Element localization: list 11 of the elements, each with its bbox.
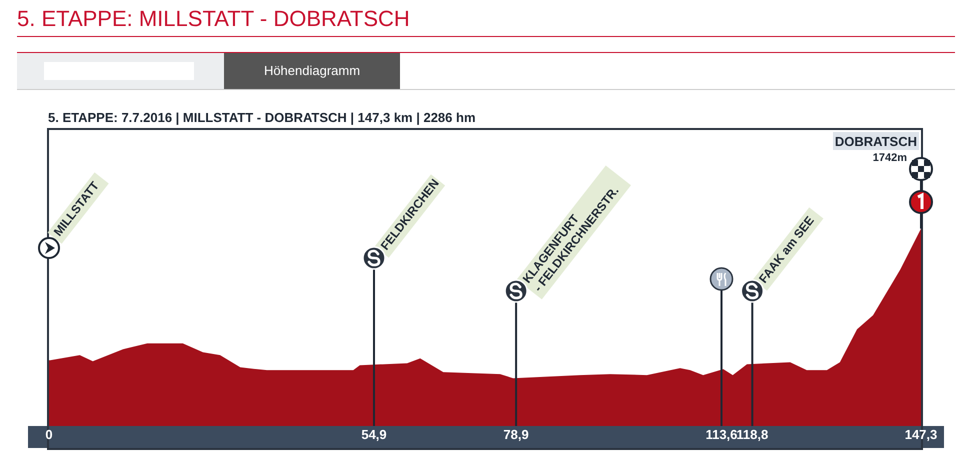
chart-subtitle: 5. ETAPPE: 7.7.2016 | MILLSTATT - DOBRATSCH | 147,3 km | 2286 hm — [48, 110, 476, 125]
text: 1742m — [872, 152, 908, 164]
x-tick-label: 0 — [45, 427, 53, 442]
text: DOBRATSCH — [834, 134, 917, 149]
x-tick-label: 147,3 — [904, 427, 938, 442]
x-tick-label: 78,9 — [503, 427, 529, 442]
x-tick-label: 118,8 — [736, 427, 768, 442]
chart-title: 5. ETAPPE: MILLSTATT - DOBRATSCH — [17, 6, 410, 32]
text: Höhendiagramm — [224, 53, 400, 89]
x-tick-label: 113,6 — [706, 427, 738, 442]
x-tick-label: 54,9 — [361, 427, 387, 442]
